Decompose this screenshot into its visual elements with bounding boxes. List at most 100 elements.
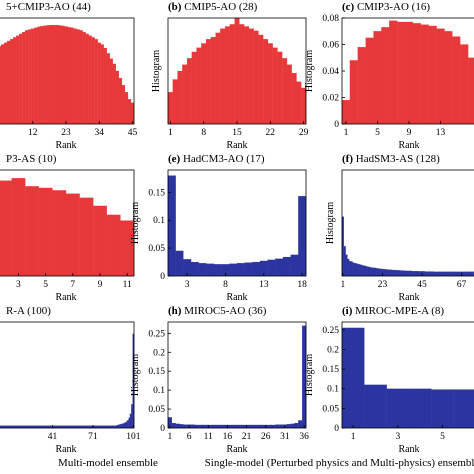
y-tick-label: 0.25 (322, 326, 339, 336)
x-tick-label: 3 (395, 432, 400, 442)
panel-name: HadSM3-AS (128) (356, 153, 440, 165)
bar (97, 42, 101, 125)
bar (452, 36, 461, 125)
panel-name: 5+CMIP3-AO (44) (6, 1, 91, 13)
bar (399, 270, 402, 277)
x-tick-label: 71 (88, 432, 98, 442)
bar (388, 269, 391, 277)
bar (279, 424, 284, 429)
bar (0, 46, 2, 125)
bar (106, 53, 110, 125)
panel-1: 12 23 34 45 Rank 5+CMIP3-AO (44) (0, 1, 137, 151)
bar (444, 31, 453, 125)
bar (28, 29, 32, 125)
bar (210, 36, 216, 125)
panel-title: P3-AS (10) (6, 153, 57, 165)
bar (19, 33, 23, 125)
bar (198, 263, 207, 277)
x-tick-label: 11 (204, 432, 213, 442)
bar (43, 25, 47, 125)
bar (127, 99, 132, 125)
panel-tag: (i) (342, 305, 355, 317)
x-tick-label: 23 (61, 128, 71, 138)
bar (374, 267, 377, 277)
y-tick-label: 0 (334, 424, 339, 434)
panel-4: 3 5 7 9 11 Rank P3-AS (10) (0, 153, 135, 303)
bar (364, 384, 387, 429)
panel-3: 1 5 9 13 0 0.02 0.04 0.06 0.08 Rank Histogram (c) C… (304, 1, 474, 151)
bar (76, 29, 80, 125)
bar (239, 24, 245, 125)
x-tick-label: 8 (201, 128, 206, 138)
bar (13, 37, 17, 125)
bar (103, 47, 107, 125)
bar (16, 35, 20, 125)
multi-model-caption: Multi-model ensemble (58, 457, 158, 469)
bar (37, 26, 41, 125)
bar (419, 271, 422, 277)
x-tick-label: 1 (351, 432, 356, 442)
panel-7: 41 71 101 Rank R-A (100) (0, 305, 141, 455)
y-tick-label: 0.04 (322, 67, 339, 77)
bar (455, 271, 458, 277)
bar (11, 178, 26, 277)
bar (367, 266, 370, 277)
bar (408, 388, 432, 429)
bar (194, 424, 199, 429)
bar (0, 180, 12, 277)
x-tick-label: 11 (123, 280, 132, 290)
x-tick-label: 9 (98, 280, 103, 290)
bar (352, 262, 355, 277)
bar (61, 25, 65, 125)
x-tick-label: 26 (261, 432, 271, 442)
y-tick-label: 0 (160, 272, 165, 282)
x-tick-label: 12 (28, 128, 38, 138)
y-tick-label: 0.2 (327, 345, 339, 355)
x-tick-label: 21 (242, 432, 252, 442)
bar (263, 39, 269, 125)
x-tick-label: 5 (43, 280, 48, 290)
bar (298, 196, 307, 277)
bar (457, 271, 460, 277)
bar (428, 271, 431, 277)
bar (390, 269, 393, 277)
bar (121, 85, 126, 125)
x-tick-label: 22 (266, 128, 276, 138)
y-axis-label: Histogram (130, 202, 141, 244)
bar (286, 424, 291, 429)
x-tick-label: 1 (341, 280, 346, 290)
bar (129, 413, 132, 429)
panel-title: (h) MIROC5-AO (36) (168, 305, 267, 317)
bar (248, 28, 254, 125)
bar (248, 424, 253, 429)
bar (52, 24, 56, 125)
panel-title: 5+CMIP3-AO (44) (6, 1, 91, 13)
bar (298, 420, 303, 429)
y-axis-label: Histogram (304, 50, 315, 92)
bar (49, 24, 53, 125)
y-tick-label: 0 (334, 120, 339, 130)
bar (406, 270, 409, 277)
bar (256, 424, 261, 429)
plot-frame (341, 321, 474, 429)
bar (373, 31, 382, 125)
bar (267, 424, 272, 429)
bar (345, 254, 348, 277)
bar (428, 25, 437, 125)
bar (422, 271, 425, 277)
bar (464, 271, 467, 277)
bar (446, 271, 449, 277)
bar (179, 424, 184, 429)
bar (234, 17, 240, 125)
x-tick-label: 6 (187, 432, 192, 442)
bar (431, 271, 434, 277)
bar (467, 271, 470, 277)
bar (128, 417, 131, 429)
x-tick-label: 34 (94, 128, 104, 138)
bar (267, 43, 273, 125)
bar (123, 423, 125, 429)
bar (79, 30, 83, 125)
bar (290, 254, 299, 277)
bar (379, 268, 382, 277)
bar (426, 271, 429, 277)
